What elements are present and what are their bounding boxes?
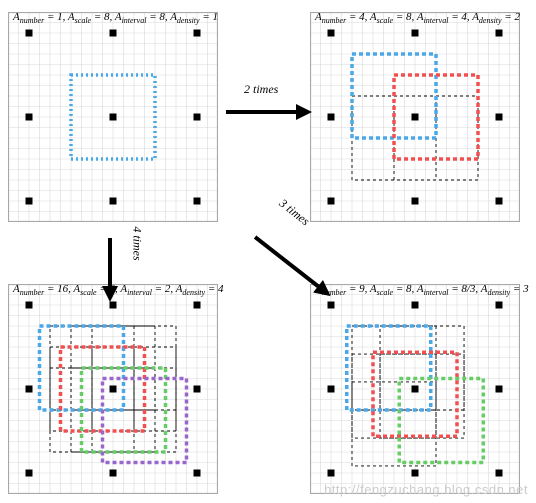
arrow-label-a2: 2 times — [244, 82, 278, 97]
grid-tl — [8, 12, 218, 222]
panel-tl: Anumber = 1, Ascale = 8, Ainterval = 8, … — [8, 8, 218, 222]
panel-label-bl: Anumber = 16, Ascale = 8, Ainterval = 2,… — [13, 283, 224, 297]
arrow-a4: 4 times — [110, 226, 176, 250]
panel-label-br: Anumber = 9, Ascale = 8, Ainterval = 8/3… — [315, 283, 529, 297]
arrow-label-a3: 3 times — [276, 196, 312, 229]
grid-tr — [310, 12, 520, 222]
watermark-text: http://fengzuchang.blog.csdn.net — [324, 482, 528, 497]
panel-tr: Anumber = 4, Ascale = 8, Ainterval = 4, … — [310, 8, 520, 222]
grid-br — [310, 284, 520, 494]
grid-bl — [8, 284, 218, 494]
arrow-label-a4: 4 times — [130, 226, 145, 260]
arrow-a3: 3 times — [255, 225, 353, 249]
panel-bl: Anumber = 16, Ascale = 8, Ainterval = 2,… — [8, 280, 218, 494]
arrow-a2: 2 times — [226, 100, 314, 124]
panel-label-tl: Anumber = 1, Ascale = 8, Ainterval = 8, … — [13, 11, 218, 25]
panel-label-tr: Anumber = 4, Ascale = 8, Ainterval = 4, … — [315, 11, 520, 25]
panel-br: Anumber = 9, Ascale = 8, Ainterval = 8/3… — [310, 280, 520, 494]
